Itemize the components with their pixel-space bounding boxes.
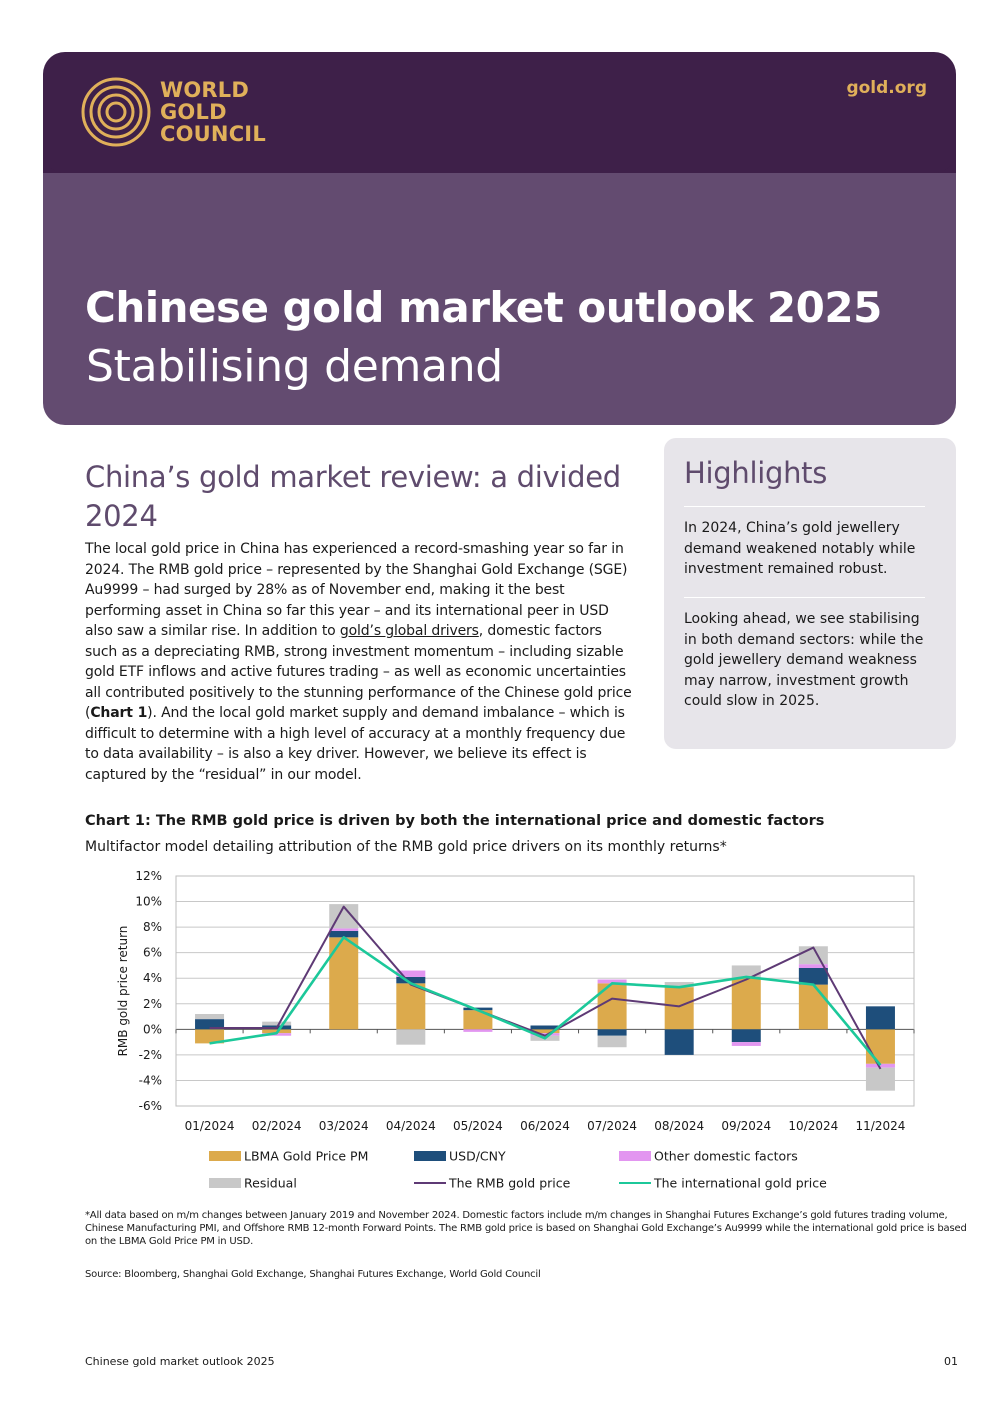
legend-label: Residual [244,1176,297,1191]
plot-frame [175,875,915,1107]
chart-title: Chart 1: The RMB gold price is driven by… [85,813,825,829]
y-tick-label: -6% [139,1099,162,1113]
y-tick-label: 6% [143,946,162,960]
y-tick-label: 12% [135,869,162,883]
series-line [209,936,882,1066]
bar-segment [262,1021,292,1026]
x-tick-label: 06/2024 [520,1119,570,1133]
page-number: 01 [944,1355,958,1368]
x-tick-label: 05/2024 [453,1119,503,1133]
header-band [43,150,956,425]
x-tick-label: 07/2024 [587,1119,637,1133]
highlights-divider [684,506,925,507]
bar-segment [865,1063,895,1068]
chart-subtitle: Multifactor model detailing attribution … [85,839,727,855]
bar-segment [798,968,828,985]
bar-segment [664,1029,694,1055]
bar-segment [865,1067,895,1091]
bar-segment [865,1006,895,1030]
bar-segment [396,983,426,1030]
legend-swatch [209,1178,241,1188]
legend-label: LBMA Gold Price PM [244,1149,368,1164]
footer-title: Chinese gold market outlook 2025 [85,1355,275,1368]
x-tick-label: 02/2024 [252,1119,302,1133]
legend-swatch [619,1151,651,1161]
legend-label: USD/CNY [449,1149,506,1164]
world-gold-council-logo[interactable]: WORLD GOLD COUNCIL [80,76,266,148]
legend-label: The international gold price [653,1176,827,1191]
y-tick-label: 2% [143,997,162,1011]
bar-segment [463,1010,493,1030]
chart-source: Source: Bloomberg, Shanghai Gold Exchang… [85,1269,541,1280]
y-tick-label: 4% [143,971,162,985]
bar-segment [597,1035,627,1048]
bar-segment [597,979,627,984]
bar-segment [396,970,426,977]
logo-line-2: GOLD [160,100,227,124]
global-drivers-link[interactable]: gold’s global drivers [339,623,479,639]
bar-segment [530,1025,560,1030]
rmb-gold-price-chart: -6% -4% -2% 0% 2% 4% 6% 8% 10% 12% RMB gold price … [116,869,915,1191]
bar-segment [530,1033,560,1036]
legend-label: Other domestic factors [654,1149,798,1164]
bar-segment [195,1014,225,1020]
review-text-3: ). And the local gold market supply and … [85,705,626,783]
bar-segment [865,1029,895,1064]
bar-segment [664,982,694,988]
highlights-point-1: In 2024, China’s gold jewellery demand w… [684,520,916,577]
logo-line-3: COUNCIL [160,122,266,146]
gold-rings-icon [81,77,151,147]
series-line [209,905,882,1070]
legend-swatch [209,1151,241,1161]
legend-swatch [414,1151,446,1161]
bar-segment [731,978,761,1030]
x-tick-label: 09/2024 [721,1119,771,1133]
x-tick-label: 08/2024 [654,1119,704,1133]
bar-segment [798,984,828,1030]
legend-label: The RMB gold price [448,1176,571,1191]
y-tick-label: -4% [139,1073,162,1087]
y-tick-label: 8% [143,920,162,934]
y-tick-label: -2% [139,1048,162,1062]
header-top-curve [43,150,956,173]
bar-segment [195,1029,225,1044]
bar-segment [731,1029,761,1043]
bar-segment [329,930,359,938]
logo-line-1: WORLD [160,78,249,102]
review-paragraph: The local gold price in China has experi… [85,539,637,785]
y-tick-label: 0% [143,1022,162,1036]
page-title: Chinese gold market outlook 2025 [85,283,882,332]
page-subtitle: Stabilising demand [86,341,503,392]
review-text-2: , domestic factors such as a depreciatin… [85,623,632,721]
bar-segment [731,1042,761,1046]
bar-segment [798,964,828,968]
y-tick-label: 10% [135,895,162,909]
review-heading: China’s gold market review: a divided 20… [85,460,621,533]
chart-1-reference: Chart 1 [90,705,148,721]
x-tick-label: 11/2024 [856,1119,906,1133]
gold-org-link[interactable]: gold.org [846,78,927,98]
highlights-point-2: Looking ahead, we see stabilising in bot… [684,611,924,709]
bar-segment [396,976,426,984]
y-axis-label: RMB gold price return [116,926,130,1057]
x-tick-label: 10/2024 [788,1119,838,1133]
x-tick-label: 01/2024 [185,1119,235,1133]
logo-text: WORLD GOLD COUNCIL [160,79,266,145]
highlights-divider [684,597,925,598]
bar-segment [396,1029,426,1045]
x-tick-label: 04/2024 [386,1119,436,1133]
bar-segment [463,1029,493,1032]
bar-segment [329,928,359,931]
bar-segment [664,987,694,1030]
review-text-1: The local gold price in China has experi… [85,541,628,639]
highlights-box: Highlights In 2024, China’s gold jewelle… [664,438,956,749]
highlights-title: Highlights [684,456,828,490]
x-tick-label: 03/2024 [319,1119,369,1133]
bar-segment [530,1029,560,1034]
bar-segment [597,1029,627,1036]
chart-footnote: *All data based on m/m changes between J… [85,1210,967,1247]
bar-segment [195,1019,225,1030]
